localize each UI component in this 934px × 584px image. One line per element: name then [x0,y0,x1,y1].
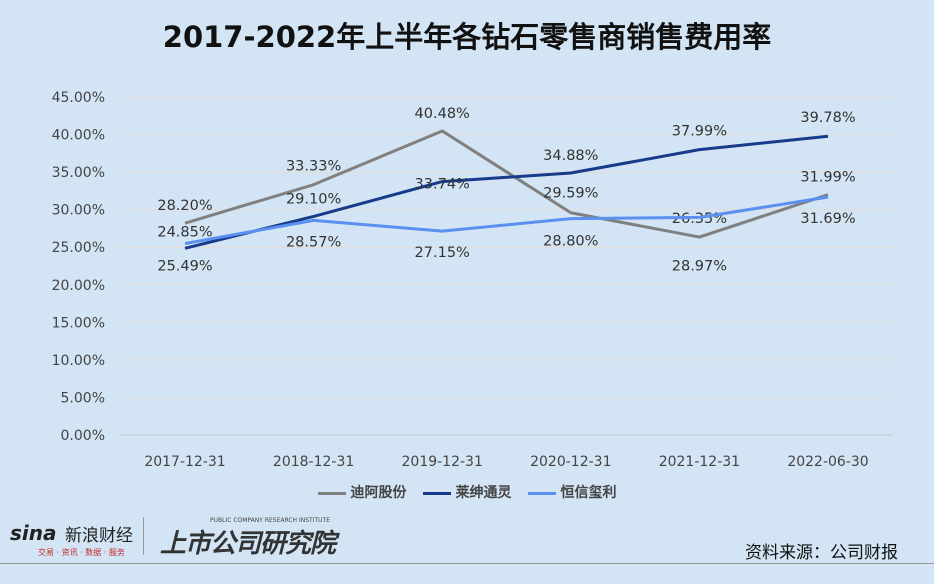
data-label: 27.15% [415,245,470,261]
divider [143,517,144,555]
x-tick-label: 2021-12-31 [659,454,740,470]
legend-swatch [422,491,451,495]
legend-item: 莱绅通灵 [422,482,512,502]
data-label: 34.88% [543,148,598,164]
data-label: 31.69% [800,211,855,227]
data-label: 24.85% [157,224,212,240]
legend-label: 恒信玺利 [560,485,617,501]
data-label: 28.97% [672,258,727,274]
institute-en: PUBLIC COMPANY RESEARCH INSTITUTE [210,517,330,524]
x-tick-label: 2022-06-30 [787,454,868,470]
x-tick-label: 2018-12-31 [273,454,354,470]
data-label: 28.80% [543,234,598,250]
sina-logo: sina [10,521,57,545]
institute-logo: 上市公司研究院 [160,529,336,559]
y-tick-label: 45.00% [52,90,105,106]
data-label: 28.20% [157,198,212,214]
y-tick-label: 40.00% [52,128,105,144]
legend-swatch [317,491,346,495]
legend-label: 莱绅通灵 [455,485,512,501]
data-label: 40.48% [415,106,470,122]
data-label: 29.59% [543,186,598,202]
legend-item: 迪阿股份 [317,482,407,502]
series-line-1 [184,129,829,239]
y-tick-label: 10.00% [52,353,105,369]
y-tick-label: 35.00% [52,165,105,181]
data-label: 25.49% [157,259,212,275]
y-tick-label: 20.00% [52,278,105,294]
y-tick-label: 30.00% [52,203,105,219]
data-label: 37.99% [672,124,727,140]
y-tick-label: 15.00% [52,315,105,331]
line-chart: 0.00% 5.00% 10.00% 15.00% 20.00% 25.00% 30.00%… [52,90,893,470]
brand-logos: sina 新浪财经 交易 · 资讯 · 数据 · 服务 PUBLIC COMPA… [10,517,410,559]
x-tick-label: 2020-12-31 [530,454,611,470]
legend-swatch [527,491,556,495]
data-label: 33.33% [286,159,341,175]
series-line-3 [184,195,829,246]
x-tick-label: 2017-12-31 [144,454,225,470]
data-label: 29.10% [286,191,341,207]
legend-label: 迪阿股份 [350,485,407,501]
x-tick-label: 2019-12-31 [402,454,483,470]
legend: 迪阿股份 莱绅通灵 恒信玺利 [0,482,934,502]
data-label: 33.74% [415,177,470,193]
chart-title: 2017-2022年上半年各钻石零售商销售费用率 [162,20,772,54]
sina-tagline: 交易 · 资讯 · 数据 · 服务 [38,548,125,557]
sina-finance-logo: 新浪财经 [65,526,133,546]
divider [0,563,934,564]
source-note: 资料来源：公司财报 [745,543,898,563]
legend-item: 恒信玺利 [527,482,617,502]
data-label: 28.57% [286,234,341,250]
series-line-2 [184,134,829,250]
y-tick-label: 5.00% [61,390,105,406]
data-label: 31.99% [800,170,855,186]
data-label: 39.78% [800,110,855,126]
y-tick-label: 0.00% [61,428,105,444]
y-tick-label: 25.00% [52,240,105,256]
